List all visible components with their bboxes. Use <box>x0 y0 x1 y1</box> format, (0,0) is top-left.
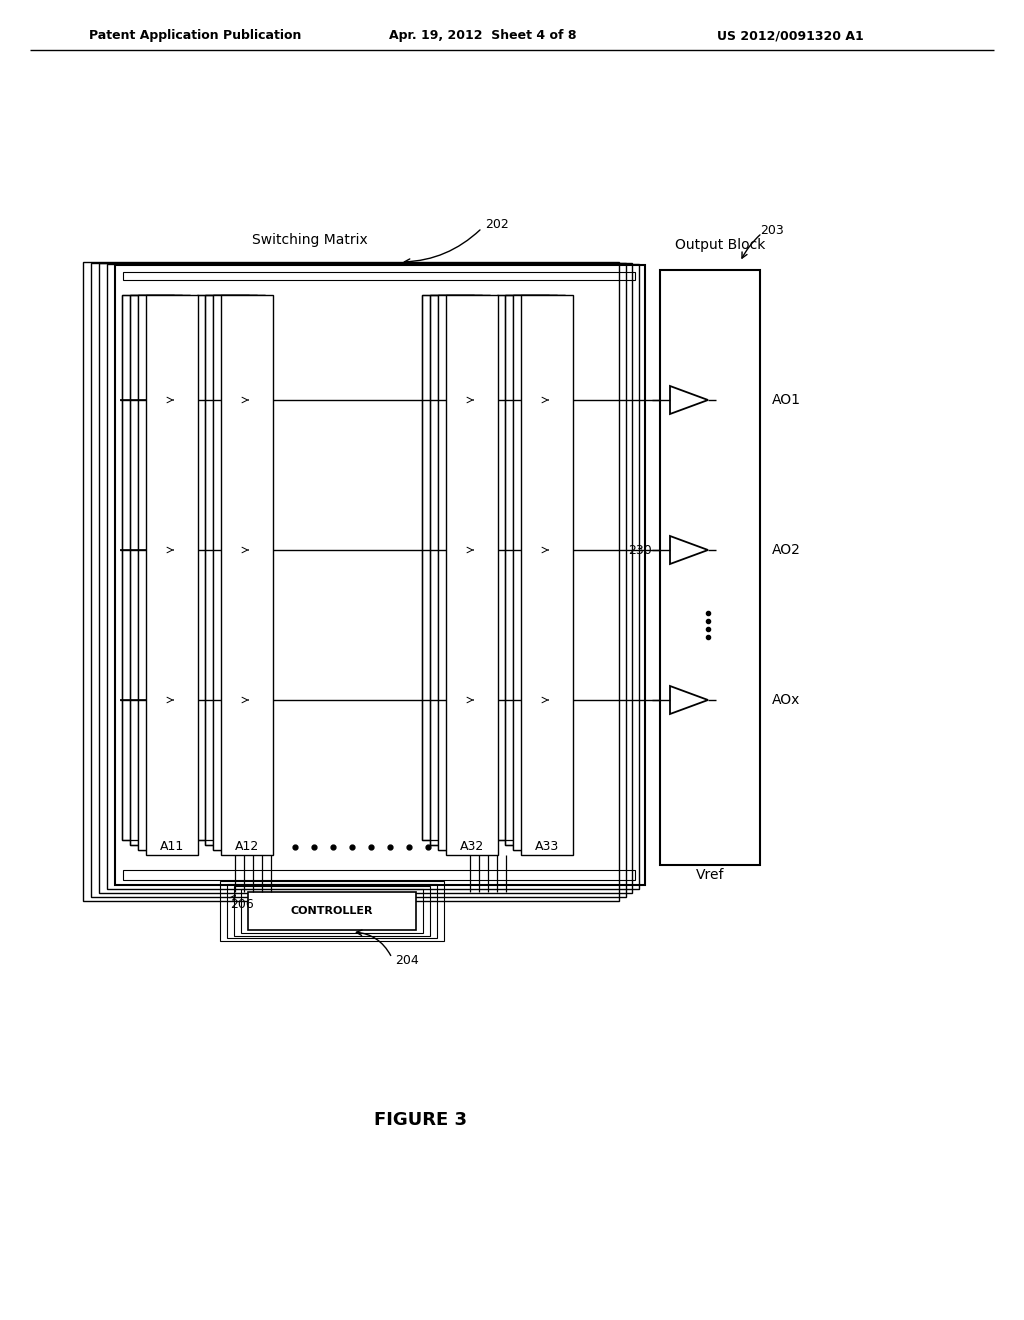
Bar <box>234 887 430 936</box>
Text: US 2012/0091320 A1: US 2012/0091320 A1 <box>717 29 863 42</box>
Bar <box>430 294 482 845</box>
Bar <box>248 892 416 931</box>
Text: FIGURE 3: FIGURE 3 <box>374 1111 467 1129</box>
Bar <box>227 883 437 939</box>
Bar <box>205 294 257 845</box>
Text: Vref: Vref <box>695 869 724 882</box>
Bar <box>213 294 265 850</box>
Bar <box>146 294 198 855</box>
Text: 206: 206 <box>230 899 254 912</box>
Text: 204: 204 <box>395 953 419 966</box>
Text: 202: 202 <box>485 219 509 231</box>
Bar <box>106 264 639 888</box>
Bar <box>497 294 549 840</box>
Bar <box>660 271 760 865</box>
Bar <box>197 294 249 840</box>
Bar <box>213 294 265 850</box>
Bar <box>197 294 249 840</box>
Text: AO1: AO1 <box>772 393 801 407</box>
Bar <box>422 294 474 840</box>
Bar <box>241 890 423 933</box>
Bar <box>115 265 645 884</box>
Bar <box>497 294 549 840</box>
Bar <box>123 272 635 280</box>
Bar <box>138 294 190 850</box>
Bar <box>83 261 620 902</box>
Text: Apr. 19, 2012  Sheet 4 of 8: Apr. 19, 2012 Sheet 4 of 8 <box>389 29 577 42</box>
Bar <box>438 294 490 850</box>
Bar <box>99 264 632 894</box>
Text: Patent Application Publication: Patent Application Publication <box>89 29 301 42</box>
Bar <box>138 294 190 850</box>
Bar <box>130 294 182 845</box>
Text: AOx: AOx <box>772 693 801 708</box>
Bar <box>205 294 257 845</box>
Bar <box>446 294 498 855</box>
Bar <box>123 870 635 880</box>
Bar <box>91 263 626 898</box>
Bar <box>221 294 273 855</box>
Text: CONTROLLER: CONTROLLER <box>291 906 374 916</box>
Bar <box>513 294 565 850</box>
Bar <box>220 880 444 941</box>
Bar <box>122 294 174 840</box>
Bar <box>422 294 474 840</box>
Text: A33: A33 <box>535 841 559 854</box>
Bar <box>130 294 182 845</box>
Bar <box>122 294 174 840</box>
Text: Output Block: Output Block <box>675 238 765 252</box>
Bar <box>505 294 557 845</box>
Bar <box>430 294 482 845</box>
Bar <box>505 294 557 845</box>
Text: Switching Matrix: Switching Matrix <box>252 234 368 247</box>
Bar <box>513 294 565 850</box>
Text: 203: 203 <box>760 223 783 236</box>
Bar <box>521 294 573 855</box>
Text: 230: 230 <box>629 544 652 557</box>
Text: A32: A32 <box>460 841 484 854</box>
Bar <box>438 294 490 850</box>
Text: A12: A12 <box>234 841 259 854</box>
Text: AO2: AO2 <box>772 543 801 557</box>
Text: A11: A11 <box>160 841 184 854</box>
